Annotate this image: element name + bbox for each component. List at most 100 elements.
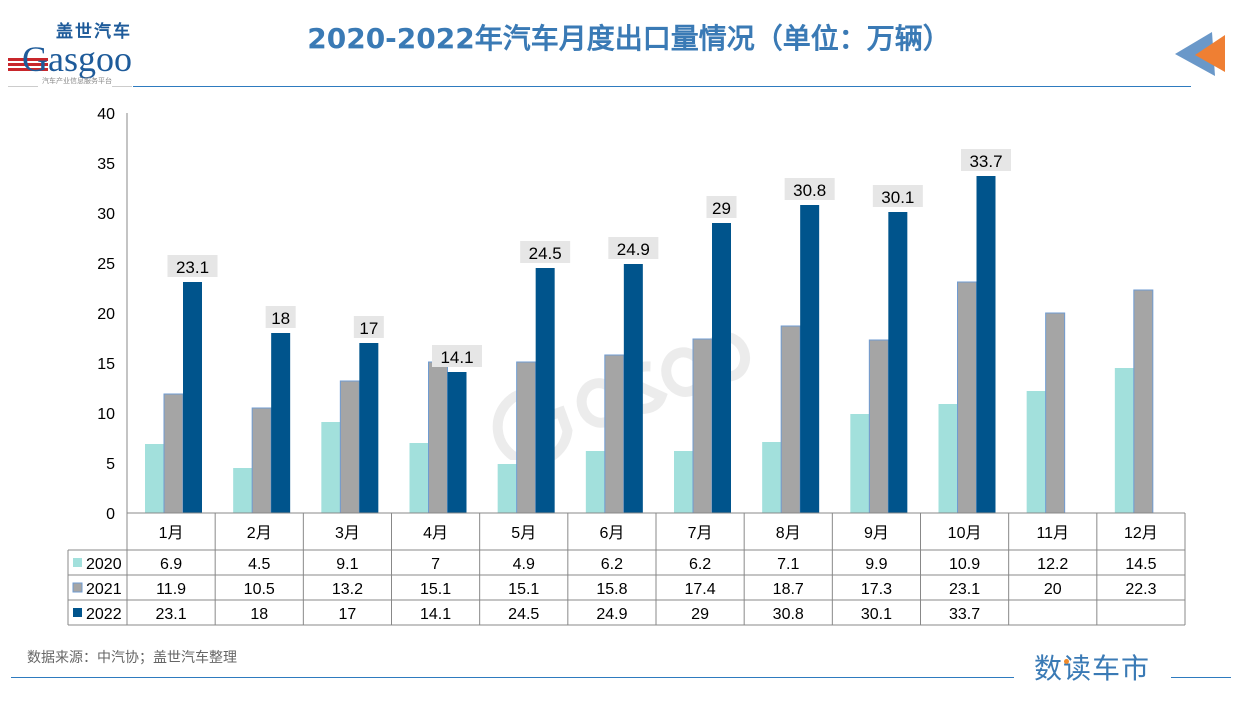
arrow-icon: [1175, 32, 1225, 76]
data-label: 17: [359, 319, 378, 338]
data-label: 18: [271, 309, 290, 328]
legend-label: 2021: [86, 581, 122, 598]
table-cell: 14.1: [420, 606, 451, 623]
bar-2020-9月: [850, 414, 870, 513]
logo-tagline: 汽车产业信息服务平台: [42, 78, 112, 85]
table-cell: 22.3: [1125, 581, 1156, 598]
data-label-bg: [961, 149, 1011, 171]
table-cell: 4.9: [513, 556, 535, 573]
data-label-bg: [265, 306, 296, 328]
footer-divider: [11, 677, 1014, 678]
bar-2021-7月: [692, 338, 713, 514]
table-cell: 17.4: [685, 581, 716, 598]
table-cell: 9.9: [865, 556, 887, 573]
bar-2020-4月: [409, 443, 429, 513]
legend-swatch-2020: [73, 558, 82, 567]
bar-2020-1月: [145, 444, 164, 513]
table-cell: 10.5: [244, 581, 275, 598]
table-cell: 6.9: [160, 556, 182, 573]
bar-2020-8月: [762, 442, 782, 513]
legend-swatch-2021: [72, 582, 83, 593]
divider: [8, 86, 38, 87]
gasgoo-logo: 盖世汽车 Gasgoo 汽车产业信息服务平台: [8, 22, 148, 86]
data-label-bg: [432, 345, 482, 367]
data-label: 14.1: [440, 348, 473, 367]
table-cell: 23.1: [949, 581, 980, 598]
table-cell: 11.9: [156, 581, 186, 598]
data-label-bg: [167, 255, 218, 277]
y-tick-label: 0: [106, 506, 115, 523]
y-tick-label: 5: [106, 456, 115, 473]
table-cell: 6.2: [689, 556, 711, 573]
chart-title: 2020-2022年汽车月度出口量情况（单位：万辆）: [307, 22, 951, 55]
bar-2021-12月: [1133, 289, 1154, 514]
bar-2021-11月: [1045, 312, 1066, 514]
x-tick-label: 9月: [864, 525, 889, 542]
bar-2020-3月: [321, 422, 341, 513]
table-cell: 6.2: [601, 556, 623, 573]
bar-2022-5月: [535, 268, 555, 513]
table-cell: 24.5: [508, 606, 539, 623]
table-cell: 17: [339, 606, 357, 623]
y-tick-label: 35: [97, 156, 115, 173]
table-cell: 18: [250, 606, 268, 623]
data-label-bg: [872, 185, 923, 207]
x-tick-label: 6月: [599, 525, 624, 542]
bar-2020-5月: [497, 464, 517, 513]
y-tick-label: 20: [97, 306, 115, 323]
bar-2022-9月: [888, 212, 908, 513]
brand-dot-icon: [1064, 659, 1069, 664]
logo-en: Gasgoo: [22, 39, 132, 79]
table-cell: 4.5: [248, 556, 270, 573]
x-tick-label: 3月: [335, 525, 360, 542]
data-label: 24.9: [617, 240, 650, 259]
bar-2020-7月: [674, 451, 693, 513]
bar-2021-8月: [780, 325, 801, 514]
bar-2021-6月: [604, 354, 625, 514]
logo-stripes-icon: [8, 58, 48, 72]
data-label: 23.1: [176, 258, 209, 277]
x-tick-label: 11月: [1036, 525, 1069, 542]
data-label-bg: [784, 178, 835, 200]
x-tick-label: 10月: [948, 525, 982, 542]
legend-label: 2020: [86, 556, 122, 573]
bar-2021-2月: [251, 407, 272, 514]
y-tick-label: 25: [97, 256, 115, 273]
table-cell: 18.7: [773, 581, 804, 598]
y-tick-label: 30: [97, 206, 115, 223]
bar-2021-9月: [868, 339, 889, 514]
table-cell: 10.9: [949, 556, 980, 573]
data-label-bg: [608, 237, 659, 259]
x-tick-label: 7月: [688, 525, 713, 542]
y-tick-label: 15: [97, 356, 115, 373]
bar-2022-6月: [623, 264, 643, 513]
table-cell: 24.9: [596, 606, 627, 623]
table-cell: 20: [1044, 581, 1062, 598]
table-cell: 14.5: [1125, 556, 1156, 573]
y-tick-label: 10: [97, 406, 115, 423]
x-tick-label: 1月: [159, 525, 184, 542]
header-divider: [133, 86, 1191, 87]
bar-2020-11月: [1026, 391, 1046, 513]
data-label-bg: [706, 196, 737, 218]
table-cell: 23.1: [156, 606, 187, 623]
bar-2021-10月: [957, 281, 977, 514]
data-label: 30.8: [793, 181, 826, 200]
table-cell: 29: [691, 606, 709, 623]
y-tick-label: 40: [97, 106, 115, 123]
table-cell: 12.2: [1037, 556, 1068, 573]
bar-2021-5月: [516, 361, 537, 514]
data-label: 33.7: [969, 152, 1002, 171]
brand-logo: 数读车市: [1034, 652, 1151, 685]
x-tick-label: 5月: [511, 525, 536, 542]
data-label-bg: [353, 316, 384, 338]
table-cell: 33.7: [949, 606, 980, 623]
source-note: 数据来源：中汽协；盖世汽车整理: [27, 650, 237, 666]
table-cell: 30.1: [861, 606, 892, 623]
bar-2022-3月: [359, 343, 379, 513]
bar-2022-1月: [183, 282, 202, 513]
chart-svg: 0 5 10 15 20 25 30 35 40 23.1 18 17 14.1 24.5 24.9 29 30…: [67, 106, 1186, 626]
data-label: 24.5: [529, 244, 562, 263]
x-tick-label: 4月: [423, 525, 448, 542]
